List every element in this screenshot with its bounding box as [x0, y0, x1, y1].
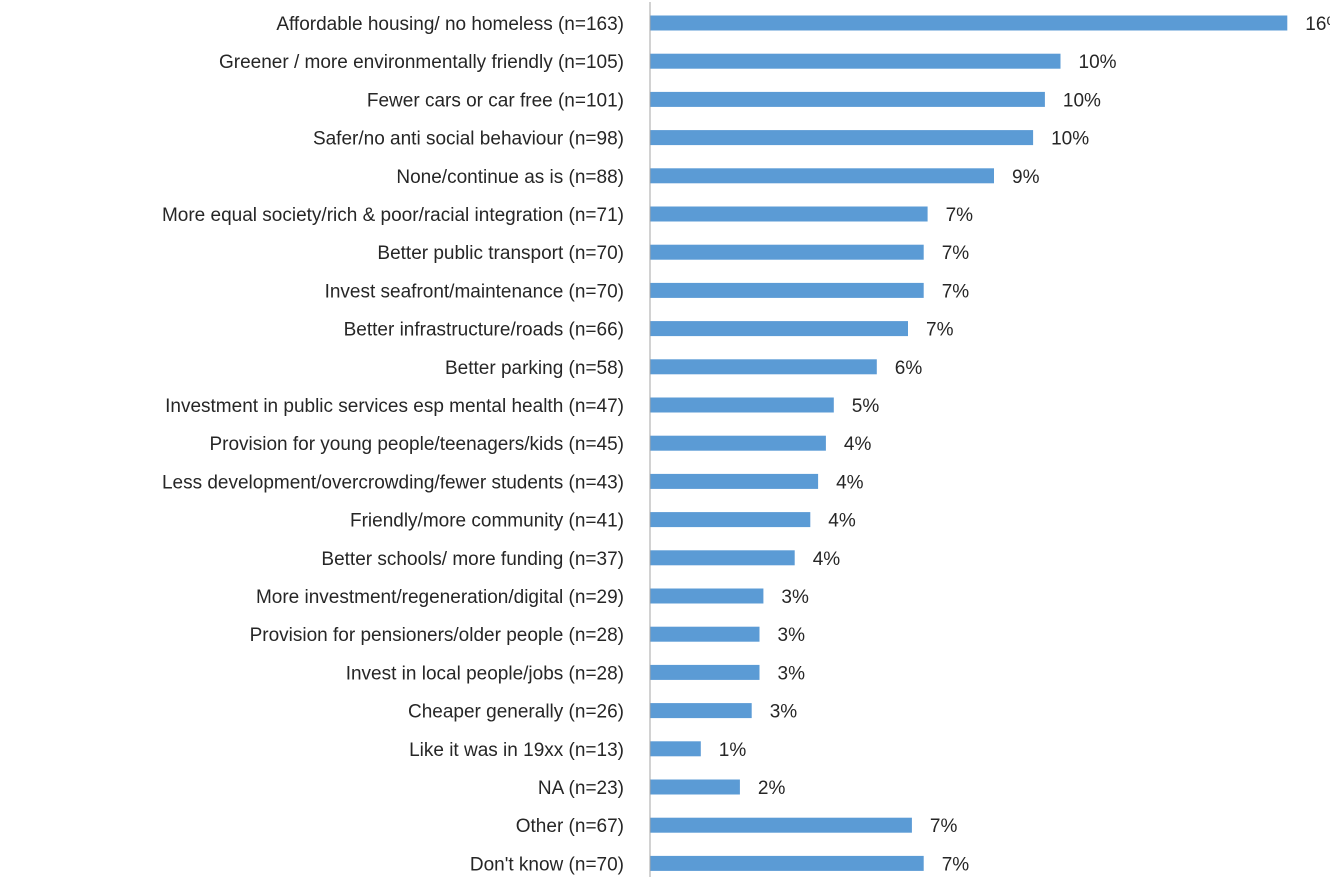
bar	[650, 741, 701, 757]
data-label: 3%	[770, 702, 798, 723]
data-label: 1%	[719, 740, 747, 761]
bar	[650, 703, 752, 719]
category-label: Invest in local people/jobs (n=28)	[346, 663, 624, 684]
category-label: Fewer cars or car free (n=101)	[367, 90, 624, 111]
bar	[650, 168, 994, 184]
data-label: 2%	[758, 778, 786, 799]
category-label: Affordable housing/ no homeless (n=163)	[276, 14, 624, 35]
category-label: Provision for pensioners/older people (n…	[250, 625, 624, 646]
bar	[650, 130, 1034, 146]
bars	[650, 15, 1288, 871]
bar	[650, 359, 877, 375]
bar	[650, 15, 1288, 31]
data-label: 3%	[778, 625, 806, 646]
data-label: 3%	[781, 587, 809, 608]
bar	[650, 91, 1045, 107]
bar	[650, 53, 1061, 69]
bar	[650, 397, 834, 413]
bar	[650, 817, 912, 833]
bar	[650, 588, 764, 604]
bar	[650, 473, 819, 489]
bar	[650, 435, 826, 451]
data-label: 7%	[930, 816, 958, 837]
data-label: 7%	[946, 205, 974, 226]
category-label: More equal society/rich & poor/racial in…	[162, 205, 624, 226]
category-label: Don't know (n=70)	[470, 854, 624, 875]
category-label: Better parking (n=58)	[445, 358, 624, 379]
category-labels: Affordable housing/ no homeless (n=163) G…	[162, 14, 624, 875]
category-label: NA (n=23)	[538, 778, 624, 799]
data-label: 9%	[1012, 167, 1040, 188]
data-label: 6%	[895, 358, 923, 379]
category-label: Greener / more environmentally friendly …	[219, 52, 624, 73]
data-label: 5%	[852, 396, 880, 417]
category-label: Other (n=67)	[516, 816, 624, 837]
data-label: 7%	[926, 320, 954, 341]
bar	[650, 244, 924, 260]
bar	[650, 282, 924, 298]
category-label: None/continue as is (n=88)	[396, 167, 624, 188]
bar	[650, 855, 924, 871]
category-label: Invest seafront/maintenance (n=70)	[325, 281, 624, 302]
data-label: 4%	[813, 549, 841, 570]
data-label: 10%	[1051, 129, 1089, 150]
data-label: 7%	[942, 243, 970, 264]
category-label: Better public transport (n=70)	[377, 243, 624, 264]
category-label: Provision for young people/teenagers/kid…	[209, 434, 624, 455]
bar	[650, 779, 740, 795]
bar	[650, 206, 928, 222]
category-label: Better infrastructure/roads (n=66)	[344, 320, 624, 341]
category-label: Friendly/more community (n=41)	[350, 511, 624, 532]
data-label: 10%	[1079, 52, 1117, 73]
data-labels: 16%10%10%10%9%7%7%7%7%6%5%4%4%4%4%3%3%3%…	[719, 14, 1330, 875]
bar	[650, 550, 795, 566]
category-label: Investment in public services esp mental…	[165, 396, 624, 417]
category-label: Cheaper generally (n=26)	[408, 702, 624, 723]
category-label: Like it was in 19xx (n=13)	[409, 740, 624, 761]
category-label: More investment/regeneration/digital (n=…	[256, 587, 624, 608]
data-label: 3%	[778, 663, 806, 684]
bar	[650, 512, 811, 528]
data-label: 4%	[836, 472, 864, 493]
data-label: 7%	[942, 854, 970, 875]
category-label: Safer/no anti social behaviour (n=98)	[313, 129, 624, 150]
data-label: 7%	[942, 281, 970, 302]
bar	[650, 626, 760, 642]
data-label: 4%	[844, 434, 872, 455]
data-label: 16%	[1305, 14, 1330, 35]
data-label: 10%	[1063, 90, 1101, 111]
category-label: Better schools/ more funding (n=37)	[321, 549, 624, 570]
category-label: Less development/overcrowding/fewer stud…	[162, 472, 624, 493]
bar	[650, 664, 760, 680]
data-label: 4%	[828, 511, 856, 532]
bar	[650, 321, 908, 337]
